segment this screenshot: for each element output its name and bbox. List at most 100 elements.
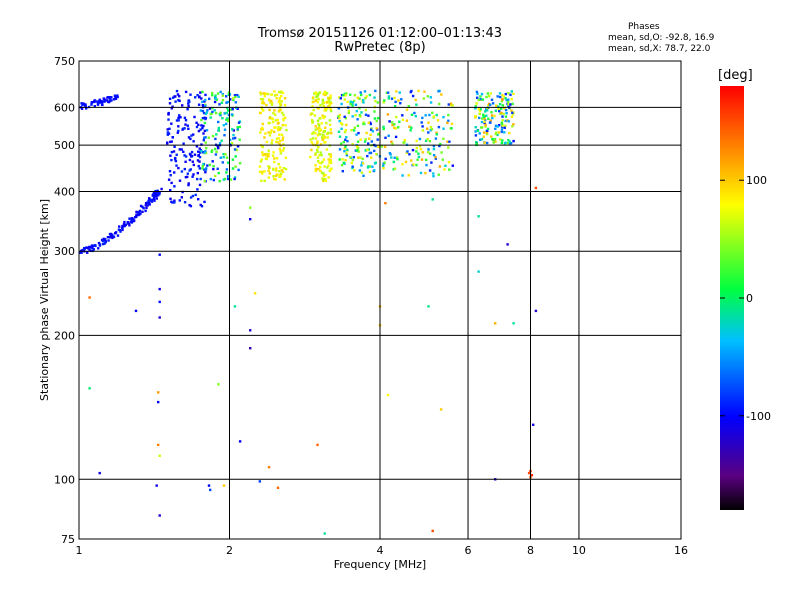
- data-point: [319, 165, 322, 169]
- data-point: [173, 201, 176, 204]
- data-point: [169, 189, 172, 192]
- data-point: [128, 224, 131, 227]
- data-point: [416, 158, 419, 161]
- data-point: [507, 92, 510, 95]
- data-point: [317, 145, 320, 149]
- data-point: [428, 140, 432, 143]
- data-point: [364, 96, 367, 100]
- data-point: [321, 114, 324, 117]
- data-point: [319, 143, 323, 146]
- data-point: [261, 126, 264, 130]
- data-point: [274, 126, 277, 129]
- data-point: [284, 124, 287, 127]
- data-point: [196, 177, 199, 181]
- data-point: [208, 163, 212, 167]
- data-point: [223, 128, 227, 131]
- data-point: [93, 105, 96, 108]
- data-point: [316, 134, 320, 137]
- data-point: [449, 103, 453, 107]
- data-point: [419, 171, 423, 175]
- data-point: [532, 423, 535, 426]
- data-point: [196, 171, 199, 175]
- colorbar-tick-label: 0: [746, 292, 753, 305]
- data-point: [225, 111, 228, 115]
- data-point: [425, 163, 428, 167]
- data-point: [276, 140, 279, 144]
- data-point: [496, 125, 499, 128]
- data-point: [512, 123, 515, 126]
- data-point: [401, 174, 404, 177]
- data-point: [232, 133, 235, 137]
- data-point: [383, 161, 386, 164]
- data-point: [427, 121, 430, 124]
- data-point: [443, 168, 446, 171]
- data-point: [347, 111, 350, 115]
- data-point: [321, 99, 325, 102]
- data-point: [319, 133, 322, 136]
- data-point: [279, 149, 282, 153]
- data-point: [387, 97, 390, 100]
- data-point: [314, 164, 317, 167]
- data-point: [261, 151, 264, 154]
- data-point: [278, 133, 281, 136]
- data-point: [198, 151, 202, 154]
- plot-frame: [78, 60, 682, 540]
- data-point: [204, 104, 207, 107]
- data-point: [338, 158, 341, 161]
- data-point: [342, 161, 345, 165]
- data-point: [410, 159, 413, 162]
- data-point: [274, 174, 278, 177]
- data-point: [187, 102, 190, 105]
- data-point: [261, 100, 265, 104]
- data-point: [279, 108, 282, 111]
- data-point: [319, 151, 322, 154]
- data-point: [317, 93, 320, 96]
- data-point: [323, 136, 327, 139]
- data-point: [351, 115, 354, 118]
- data-point: [345, 136, 348, 139]
- data-point: [195, 145, 199, 148]
- data-point: [356, 145, 359, 148]
- data-point: [80, 251, 83, 254]
- data-point: [183, 201, 187, 204]
- data-point: [280, 133, 284, 136]
- data-point: [511, 113, 515, 116]
- data-point: [383, 145, 387, 148]
- data-point: [503, 107, 506, 110]
- data-point: [323, 165, 326, 168]
- data-point: [353, 126, 356, 129]
- data-point: [205, 167, 208, 170]
- data-point: [278, 128, 282, 131]
- data-point: [207, 484, 211, 487]
- data-point: [382, 164, 385, 168]
- data-point: [84, 104, 87, 108]
- data-point: [318, 154, 321, 157]
- data-point: [424, 139, 428, 142]
- data-point: [338, 96, 341, 99]
- colorbar-ticks: 100 0 -100: [720, 174, 771, 423]
- data-point: [171, 136, 174, 139]
- data-point: [155, 197, 158, 200]
- data-point: [500, 121, 503, 125]
- y-tick-label: 750: [54, 55, 75, 68]
- data-point: [173, 185, 176, 188]
- data-point: [186, 108, 189, 111]
- data-point: [168, 97, 172, 100]
- data-point: [203, 179, 206, 183]
- chart-title: Tromsø 20151126 01:12:00–01:13:43: [257, 26, 503, 41]
- data-point: [202, 111, 206, 115]
- data-point: [407, 105, 410, 108]
- data-point: [80, 107, 84, 110]
- data-point: [267, 149, 270, 152]
- data-point: [351, 104, 354, 107]
- data-point: [157, 391, 160, 394]
- data-point: [437, 173, 440, 176]
- data-point: [238, 125, 242, 129]
- data-point: [116, 234, 120, 237]
- data-point: [426, 138, 429, 141]
- data-point: [133, 219, 136, 222]
- data-point: [508, 140, 512, 143]
- data-point: [415, 150, 418, 153]
- data-point: [319, 117, 322, 120]
- colorbar-tick-label: -100: [746, 410, 771, 423]
